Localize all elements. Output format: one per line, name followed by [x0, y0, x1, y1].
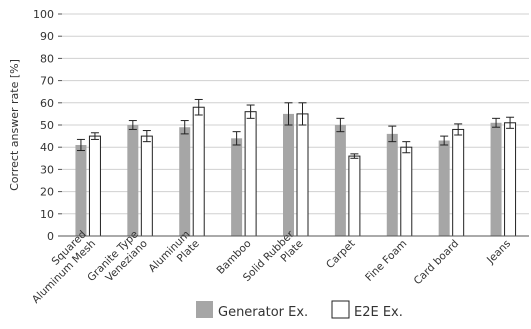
y-tick-label: 10	[40, 208, 54, 221]
bar-e2e	[348, 155, 361, 237]
bar-e2e	[140, 135, 153, 237]
x-tick-label: Jeans	[484, 238, 513, 267]
bar-generator	[490, 122, 502, 236]
x-tick-label: Carpet	[324, 238, 357, 271]
y-tick-label: 20	[40, 186, 54, 199]
y-tick-label: 70	[40, 75, 54, 88]
bar-generator	[386, 133, 398, 236]
x-tick-label: Solid RubberPlate	[241, 228, 306, 293]
legend-label: Generator Ex.	[218, 305, 308, 320]
legend-label: E2E Ex.	[354, 305, 403, 320]
bars	[75, 98, 517, 237]
bar-e2e	[452, 128, 465, 237]
bar-e2e	[296, 113, 309, 237]
bar-generator	[231, 138, 243, 236]
bar-generator	[127, 125, 139, 236]
bar-e2e	[88, 135, 101, 237]
y-axis-label: Correct answer rate [%]	[8, 59, 21, 191]
y-axis-ticks: 0 10 20 30 40 50 60 70 80 90 100	[33, 8, 62, 243]
y-tick-label: 30	[40, 163, 54, 176]
y-tick-label: 80	[40, 52, 54, 65]
bar-e2e	[192, 106, 205, 237]
legend-swatch	[331, 300, 350, 319]
y-tick-label: 0	[47, 230, 54, 243]
bar-generator	[334, 125, 346, 236]
bar-e2e	[244, 111, 257, 237]
bar-e2e	[504, 122, 517, 237]
y-tick-label: 60	[40, 97, 54, 110]
x-tick-label: Granite TypeVeneziano	[85, 228, 150, 293]
bar-e2e	[400, 146, 413, 237]
bar-generator	[179, 127, 191, 236]
legend: Generator Ex. E2E Ex.	[196, 300, 403, 320]
x-tick-label: Fine Foam	[363, 238, 409, 284]
legend-swatch	[196, 301, 213, 318]
x-tick-label: AluminumPlate	[146, 228, 201, 283]
y-tick-label: 50	[40, 119, 54, 132]
y-tick-label: 40	[40, 141, 54, 154]
y-tick-label: 90	[40, 30, 54, 43]
x-tick-label: Card board	[412, 238, 462, 288]
x-tick-label: SquaredAluminum Mesh	[21, 228, 98, 305]
y-tick-label: 100	[33, 8, 54, 21]
bar-generator	[283, 113, 294, 236]
gridlines	[62, 13, 529, 215]
bar-generator	[438, 140, 450, 236]
bar-generator	[75, 144, 87, 236]
